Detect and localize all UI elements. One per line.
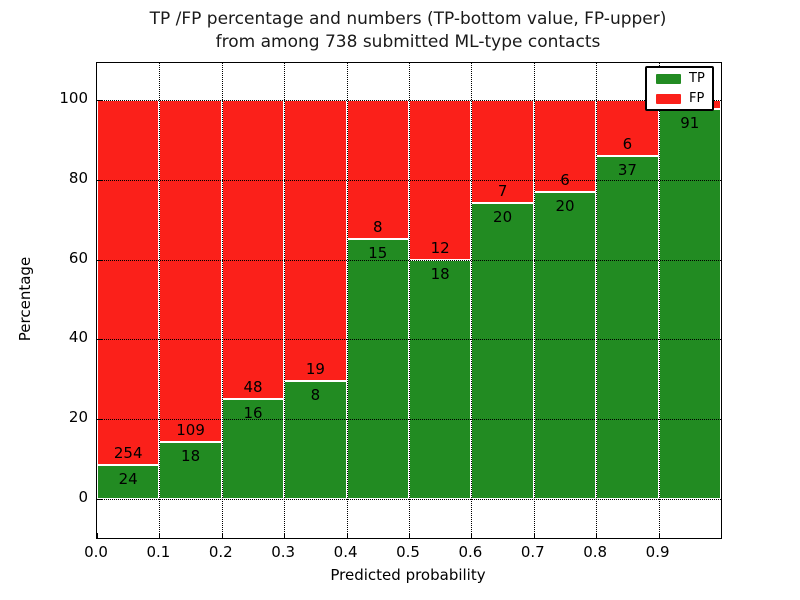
legend-entry-tp: TP	[656, 71, 712, 86]
legend: TP FP	[645, 66, 714, 111]
vertical-gridline	[409, 63, 410, 538]
tp-count-label: 15	[368, 243, 388, 262]
vertical-gridline	[596, 63, 598, 538]
vertical-gridline	[346, 63, 348, 538]
vertical-gridline	[284, 63, 286, 538]
x-tick-mark	[658, 533, 660, 538]
y-tick-label: 100	[59, 89, 88, 107]
tp-bar-segment	[97, 464, 160, 499]
x-tick-mark	[159, 533, 161, 538]
tp-count-label: 16	[243, 404, 263, 423]
chart-title-line1: TP /FP percentage and numbers (TP-bottom…	[149, 9, 667, 29]
tp-bar-segment	[346, 238, 409, 499]
tp-count-label: 91	[680, 113, 700, 132]
x-tick-label: 0.6	[458, 543, 483, 561]
tp-count-label: 24	[118, 469, 138, 488]
fp-count-label: 19	[305, 359, 325, 378]
fp-count-label: 6	[560, 171, 570, 190]
fp-bar-segment	[159, 100, 222, 443]
vertical-gridline	[221, 63, 223, 538]
tp-bar-segment	[533, 192, 597, 499]
fp-count-label: 109	[176, 421, 205, 440]
vertical-gridline	[533, 63, 535, 538]
tp-bar-segment	[471, 203, 534, 499]
tp-count-label: 37	[617, 160, 637, 179]
plot-area: 254 24 109 18 48 16 19 8 8 15 12 18 7 20 6 20 6 37 91	[96, 62, 722, 539]
fp-count-label: 7	[497, 182, 508, 201]
tp-count-label: 18	[430, 264, 450, 283]
vertical-gridline	[159, 63, 161, 538]
legend-entry-fp: FP	[656, 91, 712, 106]
x-tick-mark	[409, 533, 410, 538]
chart-title: TP /FP percentage and numbers (TP-bottom…	[96, 8, 720, 54]
x-tick-mark	[284, 533, 286, 538]
tp-bar-segment	[409, 259, 472, 499]
tp-color-swatch	[656, 73, 681, 84]
y-tick-mark	[97, 259, 102, 261]
vertical-gridline	[471, 63, 473, 538]
tp-count-label: 8	[310, 385, 321, 404]
fp-bar-segment	[284, 100, 347, 381]
chart-title-line2: from among 738 submitted ML-type contact…	[215, 32, 601, 52]
x-tick-label: 0.8	[583, 543, 608, 561]
vertical-gridline	[658, 63, 660, 538]
fp-count-label: 48	[243, 378, 263, 397]
x-tick-label: 0.7	[520, 543, 545, 561]
x-tick-mark	[533, 533, 535, 538]
fp-count-label: 8	[373, 217, 383, 236]
y-tick-label: 20	[68, 408, 88, 427]
fp-bar-segment	[97, 100, 160, 465]
y-tick-label: 80	[68, 168, 88, 187]
x-tick-label: 0.1	[146, 543, 171, 561]
tp-count-label: 20	[493, 208, 513, 227]
y-tick-label: 0	[78, 488, 88, 506]
tp-bar-segment	[159, 442, 222, 499]
tp-bar-segment	[658, 108, 721, 499]
x-tick-label: 0.2	[208, 543, 233, 561]
fp-color-swatch	[656, 93, 681, 104]
y-tick-mark	[97, 419, 102, 421]
tp-bar-segment	[596, 155, 659, 499]
fp-bar-segment	[221, 100, 285, 400]
legend-label-fp: FP	[689, 91, 705, 106]
fp-count-label: 12	[430, 238, 450, 257]
tp-count-label: 20	[555, 197, 575, 216]
x-axis-label: Predicted probability	[330, 566, 486, 584]
x-tick-mark	[97, 533, 98, 538]
x-tick-label: 0.0	[84, 543, 108, 561]
y-axis-label: Percentage	[16, 256, 34, 342]
x-tick-label: 0.9	[645, 543, 670, 561]
x-tick-mark	[596, 533, 598, 538]
y-tick-label: 40	[68, 328, 88, 347]
x-tick-mark	[346, 533, 348, 538]
y-tick-label: 60	[68, 248, 88, 267]
fp-count-label: 254	[113, 443, 143, 462]
x-tick-label: 0.3	[271, 543, 296, 561]
x-tick-mark	[471, 533, 473, 538]
fp-bar-segment	[346, 100, 409, 239]
fp-count-label: 6	[622, 134, 633, 153]
x-tick-label: 0.4	[333, 543, 358, 561]
legend-label-tp: TP	[689, 71, 705, 86]
y-tick-mark	[97, 339, 102, 341]
y-tick-mark	[97, 179, 102, 181]
tp-count-label: 18	[181, 447, 201, 466]
y-tick-mark	[97, 100, 102, 101]
y-tick-mark	[97, 499, 102, 500]
x-tick-mark	[221, 533, 223, 538]
x-tick-label: 0.5	[396, 543, 420, 561]
